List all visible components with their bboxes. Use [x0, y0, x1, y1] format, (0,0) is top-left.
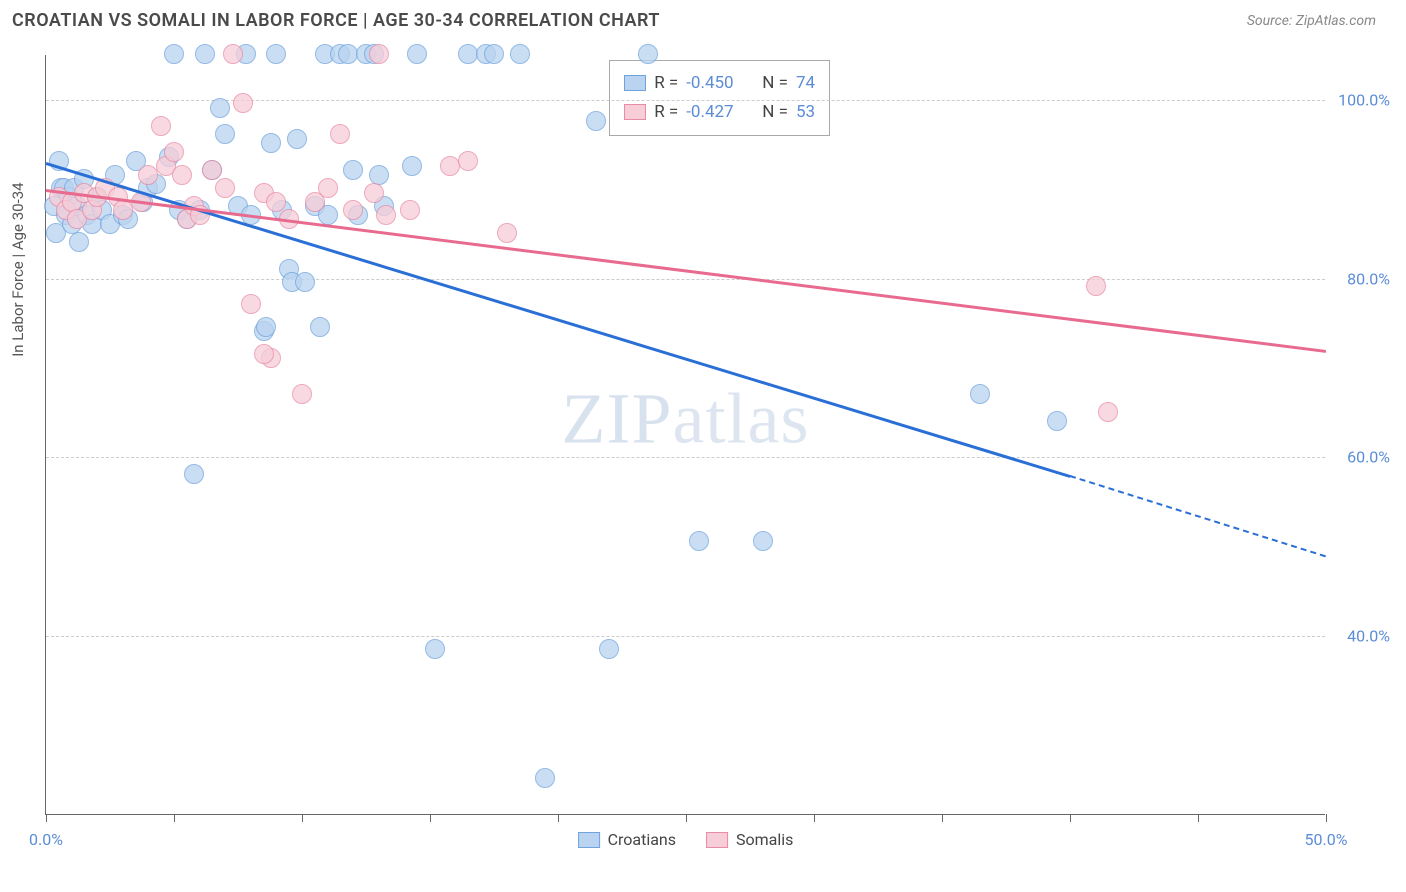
gridline — [46, 636, 1325, 637]
data-point — [266, 44, 286, 64]
x-tick — [430, 814, 431, 822]
data-point — [318, 178, 338, 198]
data-point — [638, 44, 658, 64]
correlation-chart: In Labor Force | Age 30-34 ZIPatlas R = … — [45, 55, 1325, 815]
gridline — [46, 279, 1325, 280]
data-point — [292, 384, 312, 404]
data-point — [458, 151, 478, 171]
y-axis-label: In Labor Force | Age 30-34 — [9, 182, 27, 356]
x-tick — [1326, 814, 1327, 822]
data-point — [223, 44, 243, 64]
legend-r-label: R = — [654, 69, 678, 98]
legend-swatch — [578, 832, 600, 848]
data-point — [599, 639, 619, 659]
data-point — [510, 44, 530, 64]
data-point — [400, 200, 420, 220]
data-point — [484, 44, 504, 64]
legend-n-label: N = — [762, 98, 788, 127]
legend-row: R = -0.427 N = 53 — [624, 98, 815, 127]
data-point — [376, 205, 396, 225]
data-point — [241, 294, 261, 314]
data-point — [215, 124, 235, 144]
data-point — [184, 464, 204, 484]
data-point — [689, 531, 709, 551]
data-point — [256, 317, 276, 337]
x-tick — [302, 814, 303, 822]
data-point — [1098, 402, 1118, 422]
data-point — [164, 44, 184, 64]
data-point — [138, 165, 158, 185]
data-point — [151, 116, 171, 136]
y-tick-label: 40.0% — [1330, 627, 1390, 646]
x-tick — [814, 814, 815, 822]
data-point — [440, 156, 460, 176]
legend-n-value: 74 — [796, 69, 815, 98]
data-point — [164, 142, 184, 162]
x-tick — [942, 814, 943, 822]
series-legend: Croatians Somalis — [578, 830, 794, 849]
gridline — [46, 457, 1325, 458]
x-tick — [686, 814, 687, 822]
x-tick — [1070, 814, 1071, 822]
x-tick — [46, 814, 47, 822]
legend-n-label: N = — [762, 69, 788, 98]
data-point — [195, 44, 215, 64]
data-point — [215, 178, 235, 198]
data-point — [1086, 276, 1106, 296]
data-point — [233, 93, 253, 113]
trend-line — [46, 189, 1326, 352]
data-point — [330, 124, 350, 144]
legend-series-name: Somalis — [736, 830, 793, 849]
legend-item: Somalis — [706, 830, 793, 849]
x-tick-label: 0.0% — [29, 830, 63, 849]
y-tick-label: 100.0% — [1330, 90, 1390, 109]
data-point — [287, 129, 307, 149]
legend-r-label: R = — [654, 98, 678, 127]
y-tick-label: 60.0% — [1330, 448, 1390, 467]
page-title: CROATIAN VS SOMALI IN LABOR FORCE | AGE … — [12, 10, 660, 31]
data-point — [402, 156, 422, 176]
legend-row: R = -0.450 N = 74 — [624, 69, 815, 98]
legend-r-value: -0.450 — [686, 69, 733, 98]
y-tick-label: 80.0% — [1330, 269, 1390, 288]
data-point — [343, 200, 363, 220]
legend-r-value: -0.427 — [686, 98, 733, 127]
legend-swatch — [706, 832, 728, 848]
x-tick — [1198, 814, 1199, 822]
trend-line — [1070, 475, 1327, 557]
data-point — [254, 344, 274, 364]
watermark: ZIPatlas — [562, 378, 810, 461]
data-point — [69, 232, 89, 252]
data-point — [295, 272, 315, 292]
stats-legend: R = -0.450 N = 74R = -0.427 N = 53 — [609, 60, 830, 136]
x-tick — [174, 814, 175, 822]
data-point — [261, 133, 281, 153]
data-point — [343, 160, 363, 180]
legend-item: Croatians — [578, 830, 676, 849]
legend-swatch — [624, 104, 646, 120]
data-point — [266, 192, 286, 212]
source-attribution: Source: ZipAtlas.com — [1247, 13, 1376, 29]
legend-series-name: Croatians — [608, 830, 676, 849]
data-point — [172, 165, 192, 185]
data-point — [535, 768, 555, 788]
legend-n-value: 53 — [796, 98, 815, 127]
data-point — [753, 531, 773, 551]
data-point — [407, 44, 427, 64]
data-point — [497, 223, 517, 243]
x-tick-label: 50.0% — [1305, 830, 1348, 849]
data-point — [113, 200, 133, 220]
legend-swatch — [624, 75, 646, 91]
data-point — [425, 639, 445, 659]
data-point — [210, 98, 230, 118]
data-point — [202, 160, 222, 180]
data-point — [1047, 411, 1067, 431]
data-point — [310, 317, 330, 337]
data-point — [364, 183, 384, 203]
data-point — [970, 384, 990, 404]
x-tick — [558, 814, 559, 822]
data-point — [369, 44, 389, 64]
data-point — [586, 111, 606, 131]
